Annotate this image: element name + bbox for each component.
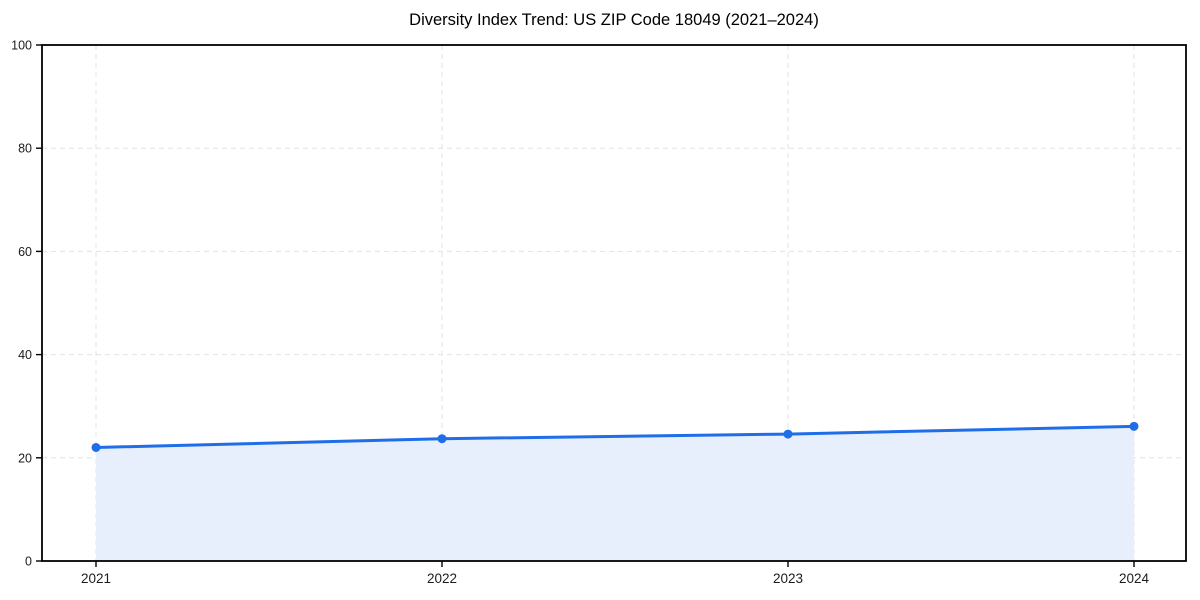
y-tick-label: 80 [18,142,32,156]
data-point [437,434,447,444]
x-tick-label: 2023 [773,571,803,586]
plot-border [41,44,1187,562]
data-point [91,442,101,452]
x-tick-label: 2024 [1119,571,1150,586]
data-point [1129,421,1139,431]
x-tick-label: 2021 [81,571,111,586]
y-tick-label: 60 [18,245,32,259]
y-tick-label: 20 [18,451,32,465]
chart-title: Diversity Index Trend: US ZIP Code 18049… [409,11,819,29]
y-tick-label: 0 [25,555,32,569]
y-tick-label: 100 [11,39,32,53]
data-point [783,429,793,439]
y-tick-label: 40 [18,348,32,362]
x-tick-label: 2022 [427,571,457,586]
area-fill [96,426,1134,561]
trend-line [94,424,1136,449]
